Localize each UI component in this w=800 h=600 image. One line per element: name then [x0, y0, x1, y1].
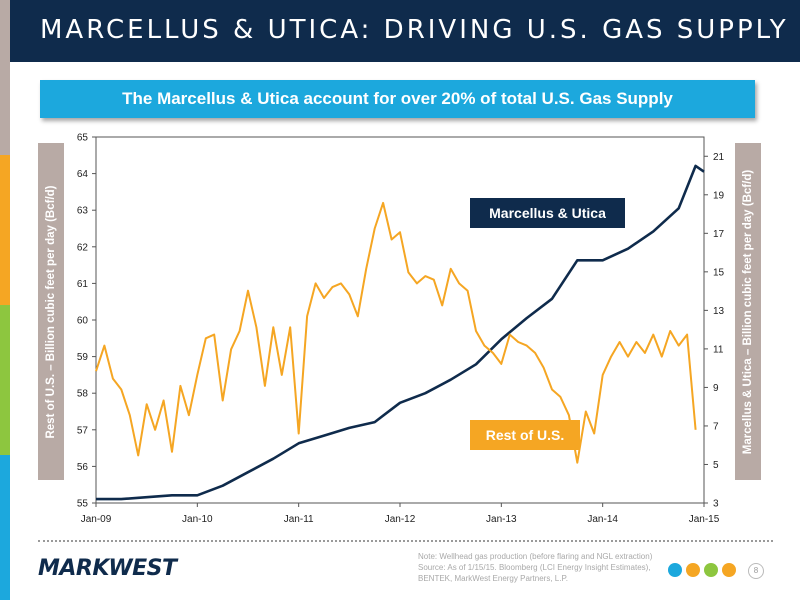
left-tick-label: 63 — [77, 206, 89, 217]
x-tick-label: Jan-14 — [587, 514, 618, 525]
right-tick-label: 11 — [713, 344, 724, 355]
x-tick-label: Jan-11 — [284, 514, 314, 525]
right-tick-label: 17 — [713, 229, 725, 240]
left-tick-label: 65 — [77, 133, 89, 144]
marcellus-utica-label-box — [470, 198, 625, 228]
left-tick-label: 55 — [77, 499, 89, 510]
page-number: 8 — [748, 563, 764, 579]
accent-strip-blue — [0, 455, 10, 600]
right-tick-label: 19 — [713, 190, 725, 201]
left-tick-label: 64 — [77, 169, 89, 180]
markwest-logo: MARKWEST — [38, 556, 177, 581]
leaf-icon — [704, 563, 718, 577]
right-tick-label: 9 — [713, 383, 719, 394]
right-axis-label-box: Marcellus & Utica – Billion cubic feet p… — [735, 143, 761, 480]
left-tick-label: 59 — [77, 352, 89, 363]
right-tick-label: 3 — [713, 499, 719, 510]
left-tick-label: 60 — [77, 316, 89, 327]
footnote: Note: Wellhead gas production (before fl… — [418, 551, 668, 584]
left-axis-label-box: Rest of U.S. – Billion cubic feet per da… — [38, 143, 64, 480]
subtitle-banner: The Marcellus & Utica account for over 2… — [40, 80, 755, 118]
rest-of-us-line — [95, 201, 697, 464]
right-tick-label: 15 — [713, 267, 725, 278]
footnote-line: Note: Wellhead gas production (before fl… — [418, 552, 653, 561]
right-tick-label: 5 — [713, 460, 719, 471]
rest-of-us-label-box — [470, 420, 580, 450]
accent-strip-green — [0, 305, 10, 455]
page-title: MARCELLUS & UTICA: DRIVING U.S. GAS SUPP… — [40, 15, 789, 45]
accent-strip-orange — [0, 155, 10, 305]
x-tick-label: Jan-12 — [385, 514, 416, 525]
factory-icon — [722, 563, 736, 577]
subtitle-text: The Marcellus & Utica account for over 2… — [122, 89, 673, 108]
footnote-line: Source: As of 1/15/15. Bloomberg (LCI En… — [418, 563, 651, 572]
x-tick-label: Jan-13 — [486, 514, 517, 525]
x-tick-label: Jan-10 — [182, 514, 213, 525]
x-tick-label: Jan-15 — [689, 514, 720, 525]
droplet-icon — [686, 563, 700, 577]
left-tick-label: 56 — [77, 462, 89, 473]
header-bar: MARCELLUS & UTICA: DRIVING U.S. GAS SUPP… — [10, 0, 800, 62]
accent-strip-taupe — [0, 0, 10, 155]
plot-frame — [95, 136, 705, 504]
x-tick-label: Jan-09 — [81, 514, 112, 525]
right-tick-label: 7 — [713, 421, 719, 432]
marcellus-utica-line — [96, 164, 705, 501]
right-tick-label: 21 — [713, 152, 725, 163]
footer-divider — [38, 540, 773, 542]
marcellus-utica-label: Marcellus & Utica — [489, 205, 606, 221]
flame-icon — [668, 563, 682, 577]
left-tick-label: 58 — [77, 389, 89, 400]
right-tick-label: 13 — [713, 306, 725, 317]
left-tick-label: 62 — [77, 242, 89, 253]
left-tick-label: 61 — [77, 279, 89, 290]
left-tick-label: 57 — [77, 425, 89, 436]
rest-of-us-label: Rest of U.S. — [486, 427, 565, 443]
footnote-line: BENTEK, MarkWest Energy Partners, L.P. — [418, 574, 568, 583]
